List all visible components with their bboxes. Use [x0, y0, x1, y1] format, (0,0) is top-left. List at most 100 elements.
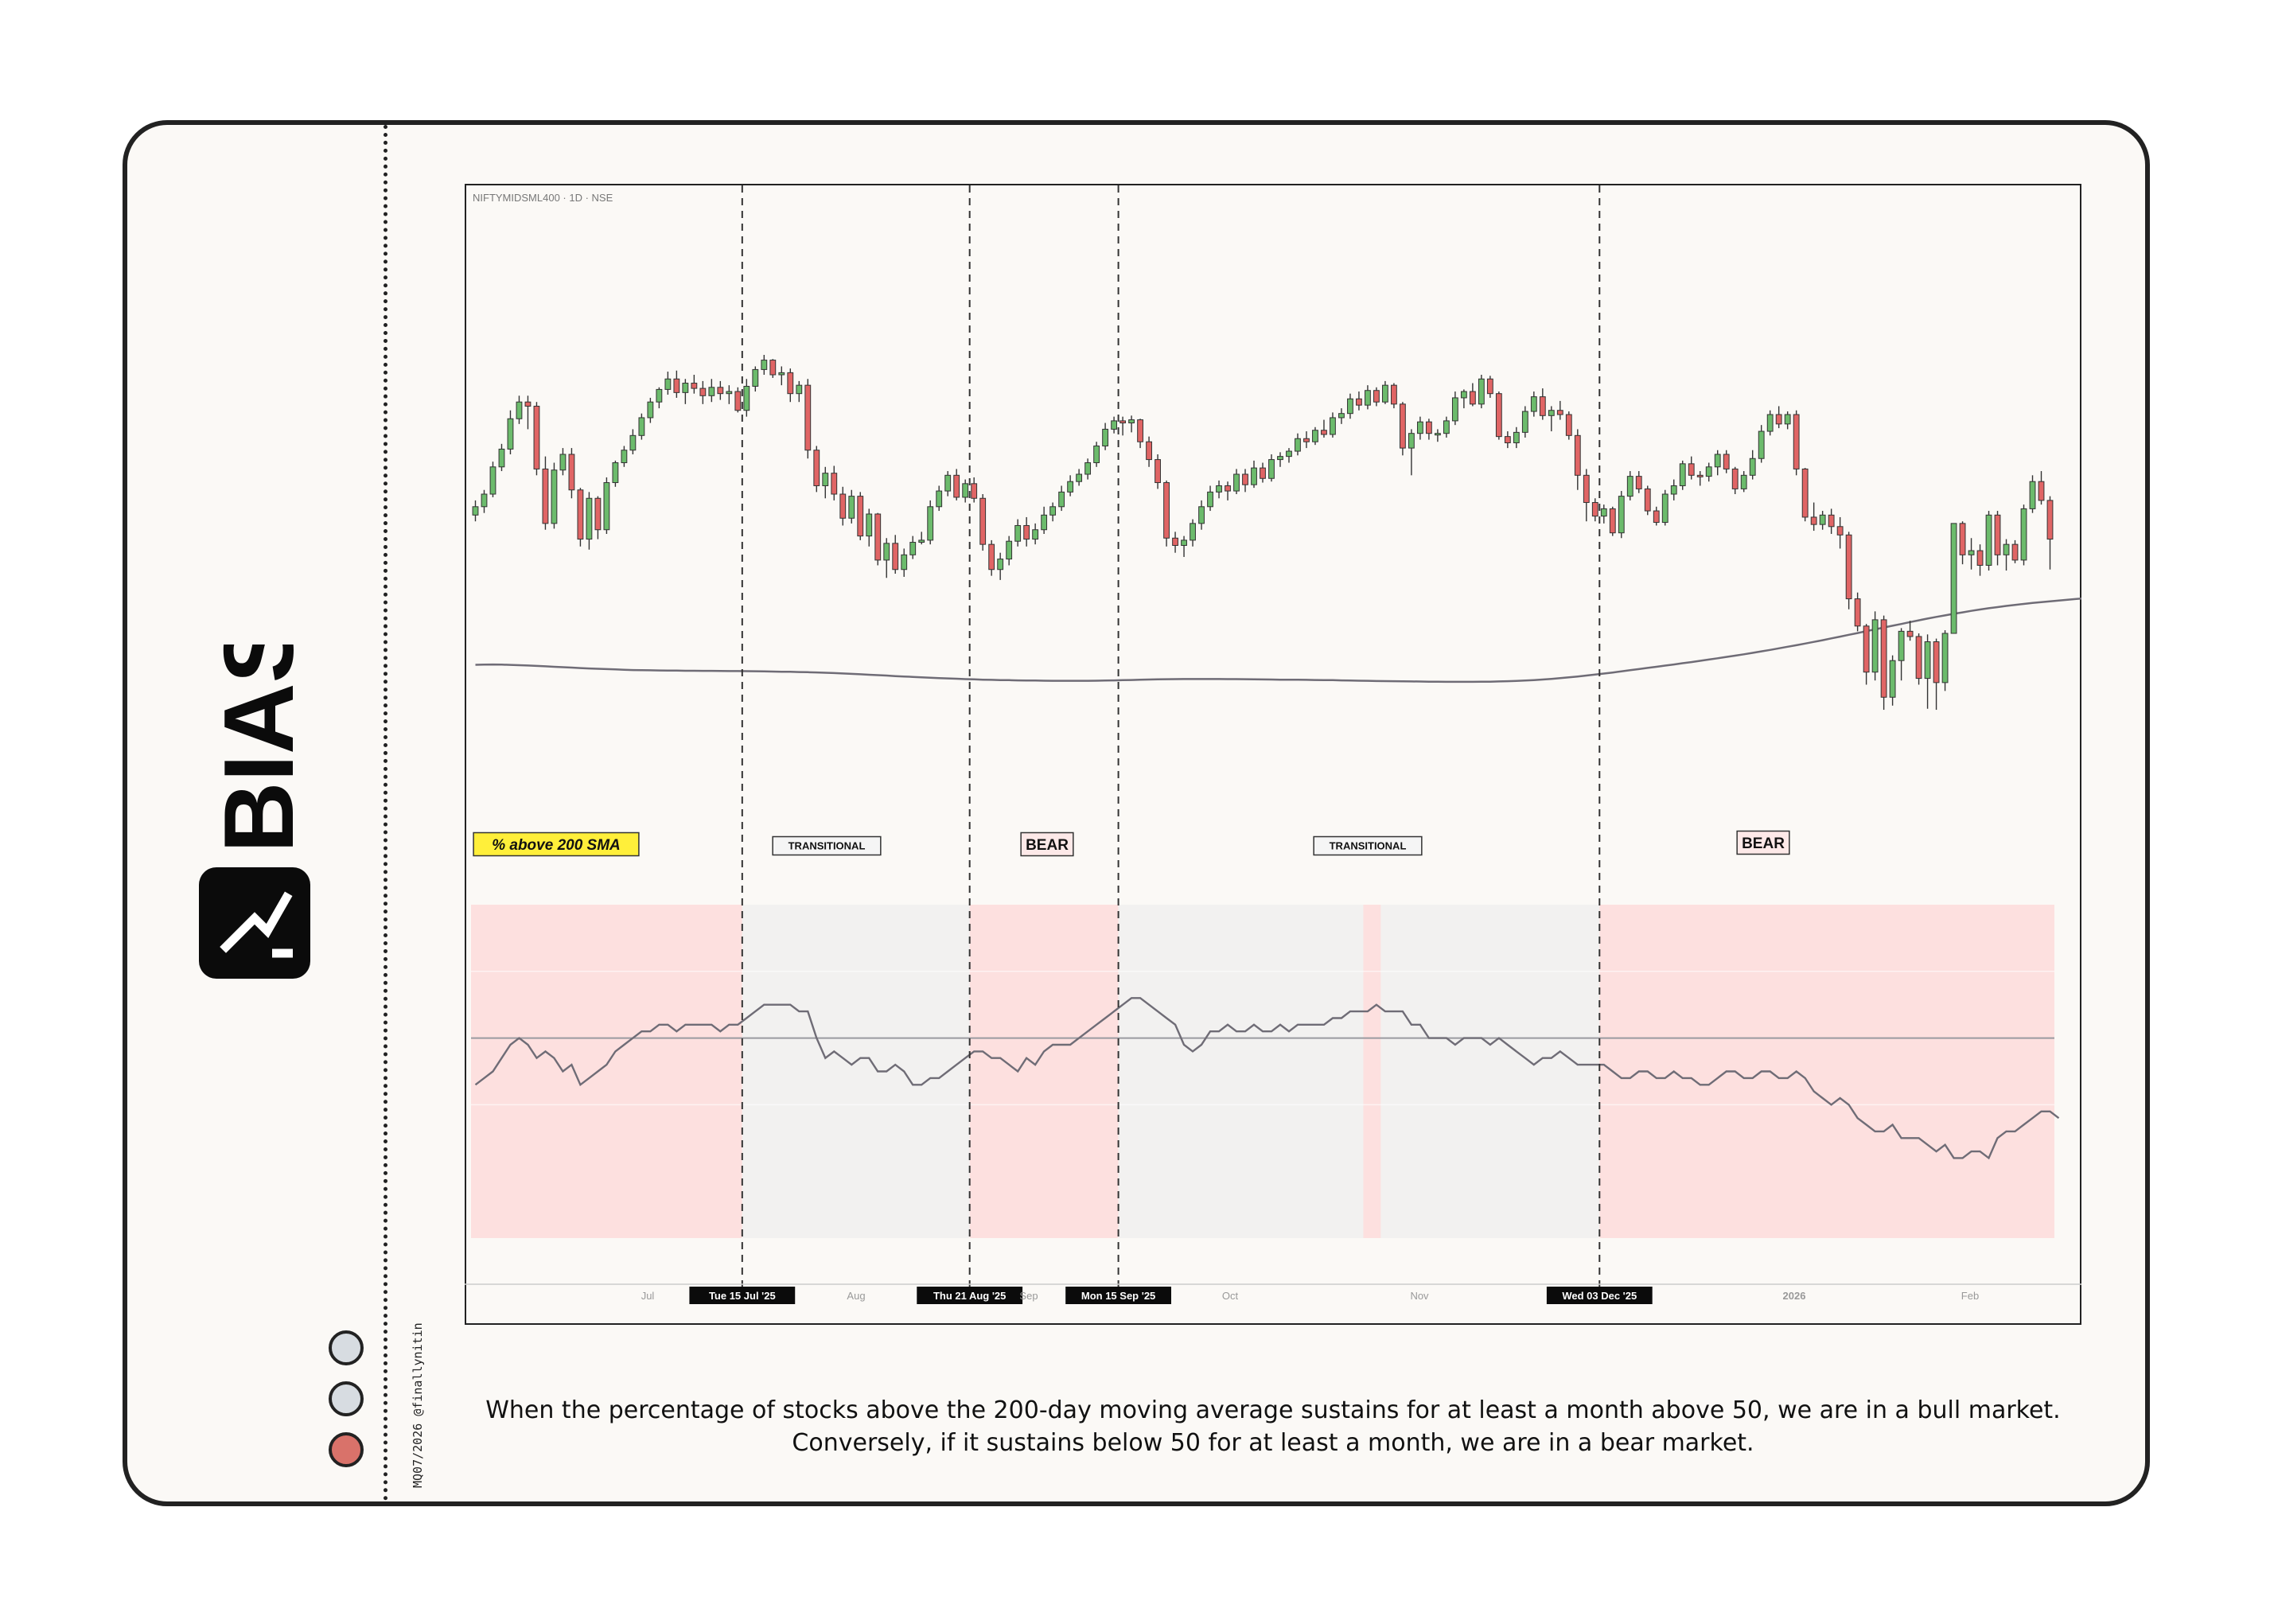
candle	[796, 380, 803, 403]
candle-body-up	[1478, 378, 1485, 405]
candle-body-down	[769, 360, 777, 376]
candle	[559, 448, 567, 476]
candle-body-up	[1049, 506, 1057, 516]
breadth-chart: NIFTYMIDSML400 · 1D · NSE Tue 15 Jul '25…	[465, 184, 2081, 1325]
candle	[2020, 504, 2027, 566]
candle	[927, 500, 934, 545]
candle-body-down	[673, 378, 680, 393]
candle-body-down	[1137, 419, 1143, 442]
candle-body-up	[1521, 411, 1528, 433]
candle-body-up	[848, 496, 855, 519]
candle-body-down	[1155, 459, 1161, 484]
candle-body-up	[1784, 414, 1791, 425]
candle	[673, 370, 680, 398]
candle	[1486, 376, 1493, 398]
candle	[1207, 485, 1213, 512]
candle-body-up	[647, 401, 654, 419]
candle-body-down	[1915, 636, 1922, 680]
regime-label-box	[1313, 835, 1423, 856]
candle-body-down	[1400, 403, 1406, 449]
candle-body-down	[568, 454, 575, 491]
candle	[1819, 511, 1826, 530]
candle-body-up	[1530, 396, 1537, 412]
candle	[761, 355, 768, 375]
candle-body-up	[1950, 523, 1957, 634]
candle	[481, 489, 488, 513]
candle	[1408, 429, 1415, 476]
candle-body-up	[1014, 524, 1022, 542]
dotted-divider	[384, 125, 387, 1501]
candle	[656, 387, 663, 409]
regime-zone-bear	[969, 905, 1119, 1238]
candle-body-down	[892, 543, 899, 571]
candle	[489, 461, 496, 497]
candle	[1591, 498, 1598, 522]
candle	[857, 492, 864, 540]
candle-body-up	[2003, 543, 2010, 555]
candle-body-down	[594, 497, 602, 531]
candle-body-up	[866, 513, 873, 537]
regime-label-box	[1736, 830, 1790, 855]
candle	[1058, 485, 1065, 512]
candle-body-down	[2011, 543, 2019, 561]
candle	[577, 488, 584, 547]
event-lines: Tue 15 Jul '25 Thu 21 Aug '25 Mon 15 Sep '…	[689, 185, 1653, 1304]
candle	[1128, 415, 1135, 433]
candle-body-up	[1513, 431, 1520, 444]
regime-zone-transitional	[742, 905, 970, 1238]
candle	[1190, 519, 1196, 547]
candle-body-down	[1863, 625, 1870, 673]
author-credit: MQ07/2026 @finallynitin	[411, 1322, 425, 1488]
candle	[1338, 408, 1345, 424]
candle	[2046, 496, 2054, 570]
candle	[594, 496, 602, 539]
candle	[1356, 391, 1362, 411]
candle	[1006, 535, 1013, 566]
candle	[1521, 406, 1528, 438]
candle-body-down	[699, 388, 707, 396]
candle-body-down	[1976, 550, 1984, 566]
candle	[1933, 638, 1940, 711]
candle	[1784, 411, 1791, 430]
candle	[629, 429, 637, 454]
status-dot-2	[329, 1381, 364, 1416]
candle	[682, 379, 689, 404]
candle-body-up	[1084, 462, 1092, 475]
candle	[1434, 429, 1441, 442]
candle-body-down	[577, 489, 584, 540]
candle-body-up	[927, 506, 934, 541]
candle-body-up	[472, 506, 479, 516]
candle	[1137, 419, 1143, 449]
regime-zone-transitional	[1118, 905, 1364, 1238]
candle-body-down	[1583, 474, 1590, 504]
candle-body-up	[559, 454, 567, 471]
brand-mark-icon	[199, 867, 310, 979]
candle-body-up	[1128, 419, 1135, 424]
candle	[1382, 380, 1388, 404]
candle	[1102, 423, 1109, 450]
candle-body-up	[1434, 433, 1441, 436]
candle	[1295, 433, 1301, 456]
candle	[1705, 462, 1712, 482]
candle-body-up	[498, 448, 505, 468]
candle-body-down	[953, 474, 960, 498]
candle-body-up	[1058, 491, 1065, 508]
regime-label: BEAR	[1742, 835, 1785, 852]
candle-body-down	[734, 391, 742, 411]
candle-body-down	[1565, 414, 1572, 436]
candle-body-down	[1906, 630, 1914, 637]
candle-body-down	[1556, 410, 1563, 415]
candle-body-up	[603, 482, 610, 531]
candle	[1251, 460, 1257, 489]
candle	[1119, 416, 1126, 436]
candle-body-up	[489, 466, 496, 495]
candle	[1032, 523, 1039, 545]
candle-body-down	[1653, 510, 1660, 524]
candle	[1260, 462, 1266, 483]
candle-body-up	[586, 497, 593, 540]
x-tick-label: Aug	[847, 1290, 865, 1302]
candle	[1845, 532, 1852, 609]
candle	[2011, 539, 2019, 563]
candle	[743, 379, 750, 417]
candle-body-down	[691, 383, 698, 389]
